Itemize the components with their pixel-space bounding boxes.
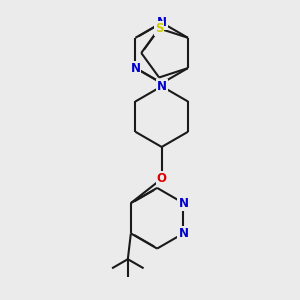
Text: N: N (157, 16, 167, 29)
Text: N: N (178, 227, 188, 240)
Text: N: N (157, 80, 167, 93)
Text: S: S (155, 22, 163, 35)
Text: O: O (157, 172, 167, 185)
Text: N: N (130, 61, 140, 75)
Text: N: N (178, 196, 188, 210)
